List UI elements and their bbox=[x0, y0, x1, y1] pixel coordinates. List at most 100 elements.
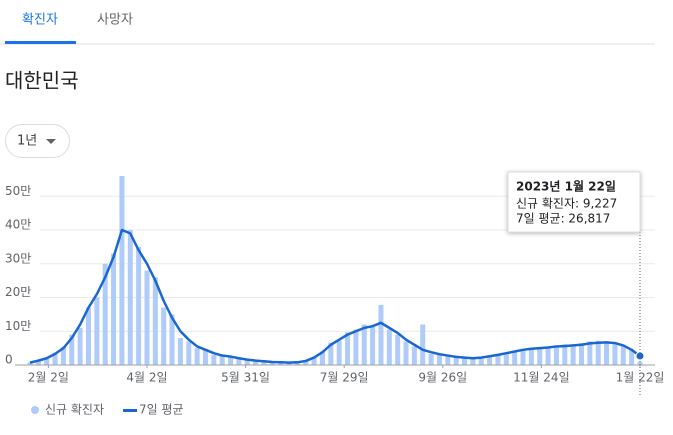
bar bbox=[378, 304, 384, 365]
bar bbox=[60, 346, 66, 365]
bar bbox=[169, 314, 175, 365]
tooltip bbox=[507, 171, 641, 233]
bar bbox=[445, 356, 451, 365]
bar bbox=[537, 348, 543, 365]
bar bbox=[403, 341, 409, 365]
bar bbox=[328, 342, 334, 365]
bar bbox=[85, 307, 91, 365]
bar bbox=[353, 329, 359, 365]
y-tick-label: 50만 bbox=[5, 184, 31, 198]
bar bbox=[161, 307, 167, 365]
bar bbox=[127, 230, 133, 365]
bar bbox=[152, 277, 158, 365]
bar bbox=[620, 345, 626, 365]
bar bbox=[462, 358, 468, 365]
bar bbox=[553, 345, 559, 365]
bar bbox=[319, 351, 325, 365]
bar bbox=[102, 263, 108, 365]
bar bbox=[579, 343, 585, 365]
legend-label: 신규 확진자 bbox=[45, 403, 104, 417]
bar bbox=[436, 354, 442, 365]
bar bbox=[278, 362, 284, 365]
bar bbox=[236, 358, 242, 365]
x-tick-label: 7월 29일 bbox=[320, 371, 369, 385]
bar bbox=[286, 362, 292, 365]
x-tick-label: 5월 31일 bbox=[221, 371, 270, 385]
bar bbox=[370, 327, 376, 365]
bar bbox=[261, 361, 267, 365]
bar bbox=[253, 360, 259, 365]
bar bbox=[411, 346, 417, 365]
tab[interactable]: 사망자 bbox=[97, 13, 133, 28]
bar bbox=[119, 176, 125, 365]
bar bbox=[487, 355, 493, 365]
bar bbox=[177, 338, 183, 365]
bar bbox=[562, 344, 568, 365]
bar bbox=[244, 360, 250, 365]
bar bbox=[587, 341, 593, 365]
y-tick-label: 10만 bbox=[5, 319, 31, 333]
bar bbox=[144, 270, 150, 365]
bar bbox=[453, 357, 459, 365]
bar bbox=[186, 341, 192, 365]
bar bbox=[503, 353, 509, 365]
y-tick-label: 40만 bbox=[5, 218, 31, 232]
bar bbox=[111, 253, 117, 365]
bar bbox=[211, 354, 217, 365]
bar bbox=[395, 334, 401, 365]
bar bbox=[345, 332, 351, 365]
bar bbox=[194, 348, 200, 365]
legend-marker bbox=[123, 409, 138, 412]
y-tick-label: 0 bbox=[5, 353, 13, 367]
bar bbox=[528, 348, 534, 365]
bar bbox=[77, 327, 83, 365]
x-tick-label: 1월 22일 bbox=[616, 371, 665, 385]
bar bbox=[44, 358, 50, 365]
bar bbox=[336, 340, 342, 365]
tooltip-date: 2023년 1월 22일 bbox=[516, 179, 616, 194]
bar bbox=[136, 246, 142, 365]
bar bbox=[629, 350, 635, 365]
bar bbox=[545, 346, 551, 365]
bar bbox=[495, 354, 501, 365]
tab-active[interactable]: 확진자 bbox=[22, 13, 58, 28]
y-tick-label: 20만 bbox=[5, 285, 31, 299]
bar bbox=[428, 353, 434, 365]
bar bbox=[420, 324, 426, 365]
bar bbox=[470, 358, 476, 365]
range-label[interactable]: 1년 bbox=[17, 134, 37, 149]
tooltip-average: 7일 평균: 26,817 bbox=[516, 212, 610, 226]
x-tick-label: 2월 2일 bbox=[28, 371, 69, 385]
bar bbox=[604, 341, 610, 365]
bar bbox=[27, 362, 33, 365]
x-tick-label: 4월 2일 bbox=[126, 371, 167, 385]
legend-label: 7일 평균 bbox=[139, 403, 184, 417]
tab-indicator bbox=[5, 41, 76, 44]
bar bbox=[478, 357, 484, 365]
tooltip-new-cases: 신규 확진자: 9,227 bbox=[516, 197, 617, 211]
bar bbox=[570, 344, 576, 365]
bar bbox=[228, 356, 234, 365]
x-tick-label: 9월 26일 bbox=[418, 371, 467, 385]
bar bbox=[520, 349, 526, 365]
bar bbox=[94, 297, 100, 365]
bar bbox=[52, 352, 58, 365]
bar bbox=[303, 360, 309, 365]
y-tick-label: 30만 bbox=[5, 251, 31, 265]
legend-marker bbox=[31, 406, 39, 414]
region-title: 대한민국 bbox=[5, 69, 79, 93]
bar bbox=[219, 355, 225, 365]
x-tick-label: 11월 24일 bbox=[513, 371, 569, 385]
range-dropdown[interactable] bbox=[5, 124, 70, 158]
bar bbox=[512, 350, 518, 365]
bar bbox=[595, 340, 601, 365]
bar bbox=[386, 329, 392, 365]
dropdown-arrow bbox=[46, 139, 56, 144]
bar bbox=[202, 348, 208, 365]
bar bbox=[269, 361, 275, 365]
bar bbox=[361, 324, 367, 365]
chart: 0 10만 20만 30만 40만 50만 2월 2일 4월 2일 5월 31일 7월 29일 9월… bbox=[5, 176, 664, 417]
bar bbox=[35, 360, 41, 365]
